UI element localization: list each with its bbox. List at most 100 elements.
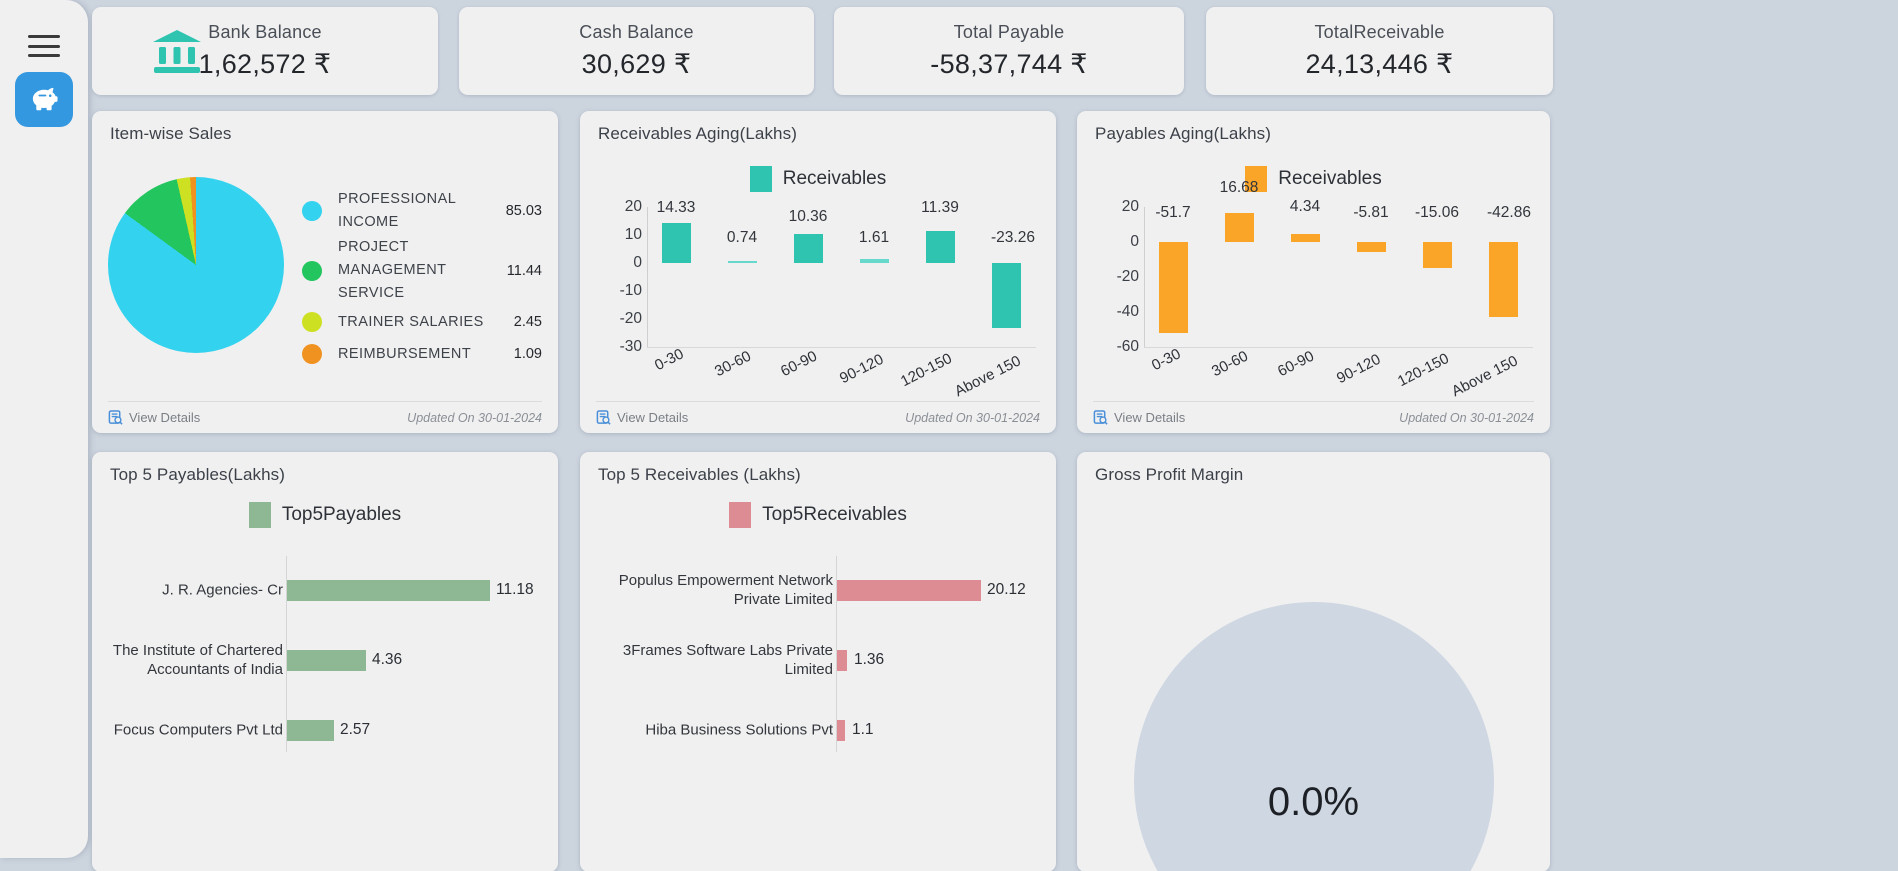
view-details-link[interactable]: View Details <box>1093 410 1185 425</box>
view-details-label: View Details <box>129 410 201 425</box>
bar[interactable] <box>837 650 847 671</box>
bar-chart-plot: 20 10 0 -10 -20 -30 14.33 0.74 10.36 1.6… <box>600 198 1036 400</box>
bar[interactable] <box>1291 234 1320 242</box>
y-tick: 10 <box>624 226 642 243</box>
legend-value: 85.03 <box>505 203 542 219</box>
sidebar <box>0 0 88 858</box>
bar-value-label: 2.57 <box>340 721 371 738</box>
kpi-title: TotalReceivable <box>1314 22 1445 42</box>
bar-value-label: 20.12 <box>987 581 1026 598</box>
legend-color-swatch <box>1245 166 1268 192</box>
kpi-card-cash-balance[interactable]: Cash Balance 30,629 ₹ <box>459 7 814 95</box>
legend-color-swatch <box>302 201 322 221</box>
bar[interactable] <box>1225 212 1254 242</box>
bar[interactable] <box>860 258 889 263</box>
card-footer: View Details Updated On 30-01-2024 <box>596 401 1040 425</box>
chart-legend: Top5Payables <box>92 502 558 528</box>
bar[interactable] <box>794 234 823 263</box>
legend-item[interactable]: PROFESSIONAL INCOME 85.03 <box>302 187 542 235</box>
card-gross-profit-margin: Gross Profit Margin 0.0% <box>1077 452 1550 871</box>
kpi-card-total-receivable[interactable]: TotalReceivable 24,13,446 ₹ <box>1206 7 1553 95</box>
bar-value-label: -5.81 <box>1353 204 1389 221</box>
bar-value-label: 0.74 <box>726 229 758 246</box>
bar[interactable] <box>1159 242 1188 333</box>
card-top5-payables: Top 5 Payables(Lakhs) Top5Payables J. R.… <box>92 452 558 871</box>
kpi-title: Bank Balance <box>208 22 322 42</box>
view-details-link[interactable]: View Details <box>596 410 688 425</box>
card-title: Payables Aging(Lakhs) <box>1095 124 1271 143</box>
view-details-link[interactable]: View Details <box>108 410 200 425</box>
x-tick-label: 90-120 <box>1334 350 1384 388</box>
piggy-bank-glyph <box>32 87 58 110</box>
legend-label: Receivables <box>1278 168 1382 189</box>
pie-legend: PROFESSIONAL INCOME 85.03 PROJECT MANAGE… <box>302 187 542 370</box>
axis-line-vertical <box>647 207 648 347</box>
bar[interactable] <box>728 260 757 263</box>
bar[interactable] <box>837 720 845 741</box>
bar-value-label: -51.7 <box>1155 204 1191 221</box>
gauge-chart: 0.0% <box>1077 602 1550 871</box>
bar[interactable] <box>662 222 691 263</box>
x-tick-label: 120-150 <box>1395 350 1452 391</box>
card-item-wise-sales: Item-wise Sales PROFESSIONAL INCOME 85.0… <box>92 111 558 433</box>
kpi-value: 24,13,446 ₹ <box>1305 49 1454 79</box>
legend-item[interactable]: REIMBURSEMENT 1.09 <box>302 338 542 370</box>
kpi-row: Bank Balance 1,62,572 ₹ Cash Balance 30,… <box>92 7 1898 97</box>
x-tick-label: 90-120 <box>837 350 887 388</box>
category-label: Populus Empowerment Network Private Limi… <box>618 571 833 608</box>
bar[interactable] <box>837 580 981 601</box>
bar[interactable] <box>287 720 334 741</box>
card-title: Gross Profit Margin <box>1095 465 1244 484</box>
kpi-value: 1,62,572 ₹ <box>198 49 332 79</box>
hbar-chart-plot: J. R. Agencies- Cr The Institute of Char… <box>106 552 546 832</box>
bar[interactable] <box>287 580 490 601</box>
category-label: J. R. Agencies- Cr <box>162 581 283 599</box>
pie-slices <box>108 177 284 353</box>
x-tick-label: 30-60 <box>1209 347 1251 381</box>
bar[interactable] <box>287 650 366 671</box>
bank-icon <box>150 28 204 79</box>
y-tick: 20 <box>624 198 642 215</box>
bar-value-label: 1.61 <box>858 229 890 246</box>
bar-value-label: -15.06 <box>1415 204 1459 221</box>
kpi-title: Cash Balance <box>579 22 694 42</box>
category-label: The Institute of Chartered Accountants o… <box>112 641 283 678</box>
hbar-category-axis: J. R. Agencies- Cr The Institute of Char… <box>106 552 283 832</box>
y-tick: 20 <box>1121 198 1139 215</box>
y-tick: -60 <box>1116 338 1139 355</box>
bar[interactable] <box>1423 242 1452 269</box>
legend-color-swatch <box>302 344 322 364</box>
bar-value-label: 1.36 <box>854 651 885 668</box>
legend-color-swatch <box>302 312 322 332</box>
bar-value-label: 10.36 <box>788 208 828 225</box>
card-footer: View Details Updated On 30-01-2024 <box>108 401 542 425</box>
axis-line-horizontal <box>647 347 1036 348</box>
legend-color-swatch <box>302 260 322 281</box>
legend-color-swatch <box>749 166 772 192</box>
bar[interactable] <box>992 263 1021 329</box>
view-details-label: View Details <box>1114 410 1186 425</box>
kpi-card-bank-balance[interactable]: Bank Balance 1,62,572 ₹ <box>92 7 438 95</box>
legend-label: Receivables <box>782 168 887 189</box>
updated-timestamp: Updated On 30-01-2024 <box>407 411 542 425</box>
hamburger-menu-icon[interactable] <box>28 35 60 57</box>
x-tick-label: 0-30 <box>652 345 687 375</box>
card-receivables-aging: Receivables Aging(Lakhs) Receivables 20 … <box>580 111 1056 433</box>
piggy-bank-icon[interactable] <box>15 72 73 127</box>
kpi-title: Total Payable <box>953 22 1065 42</box>
pie-chart <box>108 177 293 362</box>
bar[interactable] <box>1489 242 1518 317</box>
legend-color-swatch <box>729 502 752 528</box>
legend-item[interactable]: TRAINER SALARIES 2.45 <box>302 306 542 338</box>
view-details-label: View Details <box>617 410 689 425</box>
bar[interactable] <box>926 231 955 263</box>
gauge-value-label: 0.0% <box>1267 780 1360 824</box>
y-tick: -20 <box>619 310 642 327</box>
hbar-category-axis: Populus Empowerment Network Private Limi… <box>588 552 833 832</box>
bar[interactable] <box>1357 242 1386 253</box>
bar-value-label: -23.26 <box>991 229 1035 246</box>
legend-item[interactable]: PROJECT MANAGEMENT SERVICE 11.44 <box>302 235 542 306</box>
x-tick-label: 120-150 <box>898 350 955 391</box>
card-payables-aging: Payables Aging(Lakhs) Receivables 20 0 -… <box>1077 111 1550 433</box>
kpi-card-total-payable[interactable]: Total Payable -58,37,744 ₹ <box>834 7 1184 95</box>
